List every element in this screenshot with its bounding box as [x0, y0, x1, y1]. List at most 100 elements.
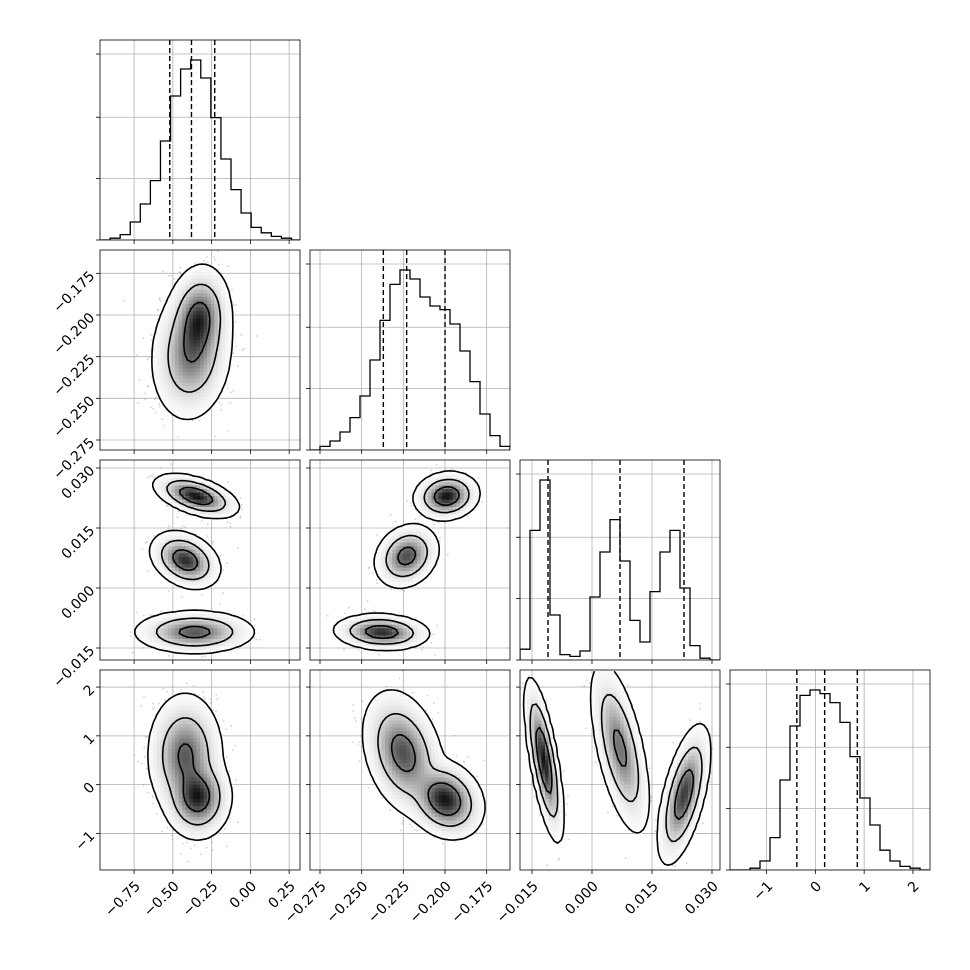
- scatter-point: [217, 263, 220, 266]
- density-cell: [217, 353, 222, 358]
- density-cell: [153, 485, 158, 489]
- density-cell: [164, 613, 169, 618]
- scatter-point: [235, 345, 238, 348]
- density-cell: [192, 289, 197, 294]
- density-cell: [228, 307, 233, 312]
- density-cell: [228, 346, 233, 351]
- scatter-point: [149, 475, 151, 477]
- scatter-point: [157, 309, 160, 312]
- density-cell: [203, 407, 208, 412]
- density-cell: [196, 620, 201, 625]
- density-cell: [167, 645, 172, 650]
- scatter-point: [142, 337, 145, 339]
- density-cell: [217, 342, 222, 347]
- scatter-point: [137, 402, 140, 404]
- density-cell: [210, 350, 215, 354]
- density-cell: [153, 638, 158, 643]
- density-cell: [185, 552, 190, 557]
- density-cell: [242, 638, 247, 643]
- density-cell: [171, 485, 176, 489]
- density-cell: [185, 510, 190, 514]
- density-cell: [189, 538, 194, 543]
- density-cell: [175, 392, 179, 397]
- density-cell: [160, 645, 165, 650]
- scatter-point: [168, 655, 170, 657]
- density-cell: [210, 307, 215, 312]
- density-cell: [225, 296, 229, 301]
- density-cell: [178, 328, 183, 333]
- density-cell: [217, 346, 222, 351]
- density-cell: [178, 552, 183, 557]
- density-cell: [189, 556, 194, 561]
- density-cell: [175, 342, 179, 347]
- density-cell: [167, 307, 172, 312]
- density-cell: [200, 371, 204, 376]
- density-cell: [228, 328, 233, 333]
- density-cell: [185, 624, 190, 629]
- density-cell: [157, 642, 162, 647]
- density-cell: [182, 535, 187, 539]
- density-cell: [189, 346, 194, 351]
- scatter-point: [147, 385, 150, 388]
- density-cell: [164, 303, 169, 308]
- density-cell: [214, 567, 219, 572]
- density-cell: [210, 492, 215, 497]
- density-cell: [160, 492, 165, 497]
- density-cell: [178, 477, 183, 482]
- density-cell: [164, 485, 169, 489]
- density-cell: [192, 325, 197, 329]
- density-cell: [200, 353, 204, 358]
- density-cell: [167, 560, 172, 564]
- density-cell: [171, 314, 176, 319]
- density-cell: [214, 378, 219, 383]
- density-cell: [207, 367, 212, 372]
- density-cell: [196, 278, 201, 283]
- density-cell: [182, 563, 187, 568]
- density-cell: [185, 414, 190, 419]
- density-cell: [200, 574, 204, 579]
- density-cell: [203, 577, 208, 582]
- density-cell: [192, 410, 197, 415]
- density-cell: [175, 542, 179, 547]
- density-cell: [185, 642, 190, 647]
- density-cell: [178, 570, 183, 575]
- density-cell: [200, 638, 204, 643]
- density-cell: [146, 620, 151, 625]
- density-cell: [171, 303, 176, 308]
- scatter-point: [146, 570, 149, 573]
- density-cell: [239, 624, 244, 629]
- density-cell: [164, 400, 169, 404]
- scatter-point: [167, 527, 170, 530]
- density-cell: [196, 610, 201, 614]
- density-cell: [189, 367, 194, 372]
- panel-frame: [729, 669, 931, 871]
- density-cell: [228, 325, 233, 329]
- density-cell: [203, 389, 208, 394]
- density-cell: [189, 488, 194, 493]
- density-cell: [182, 403, 187, 408]
- contour-level-1: [155, 479, 234, 647]
- scatter-point: [205, 256, 208, 258]
- density-cell: [153, 371, 158, 376]
- density-cell: [196, 303, 201, 308]
- density-cell: [164, 332, 169, 337]
- density-cell: [185, 620, 190, 625]
- density-cell: [182, 477, 187, 482]
- density-cell: [196, 552, 201, 557]
- density-cell: [221, 488, 226, 493]
- density-cell: [182, 531, 187, 536]
- density-cell: [221, 353, 226, 358]
- density-cell: [196, 364, 201, 369]
- density-cell: [200, 307, 204, 312]
- scatter-point: [142, 647, 144, 649]
- density-cell: [164, 335, 169, 340]
- density-cell: [207, 638, 212, 643]
- density-cell: [214, 577, 219, 582]
- scatter-point: [151, 475, 154, 478]
- density-cell: [185, 271, 190, 276]
- density-cell: [189, 645, 194, 650]
- scatter-point: [209, 698, 212, 701]
- density-cell: [160, 367, 165, 372]
- density-cell: [160, 542, 165, 547]
- density-cell: [178, 502, 183, 507]
